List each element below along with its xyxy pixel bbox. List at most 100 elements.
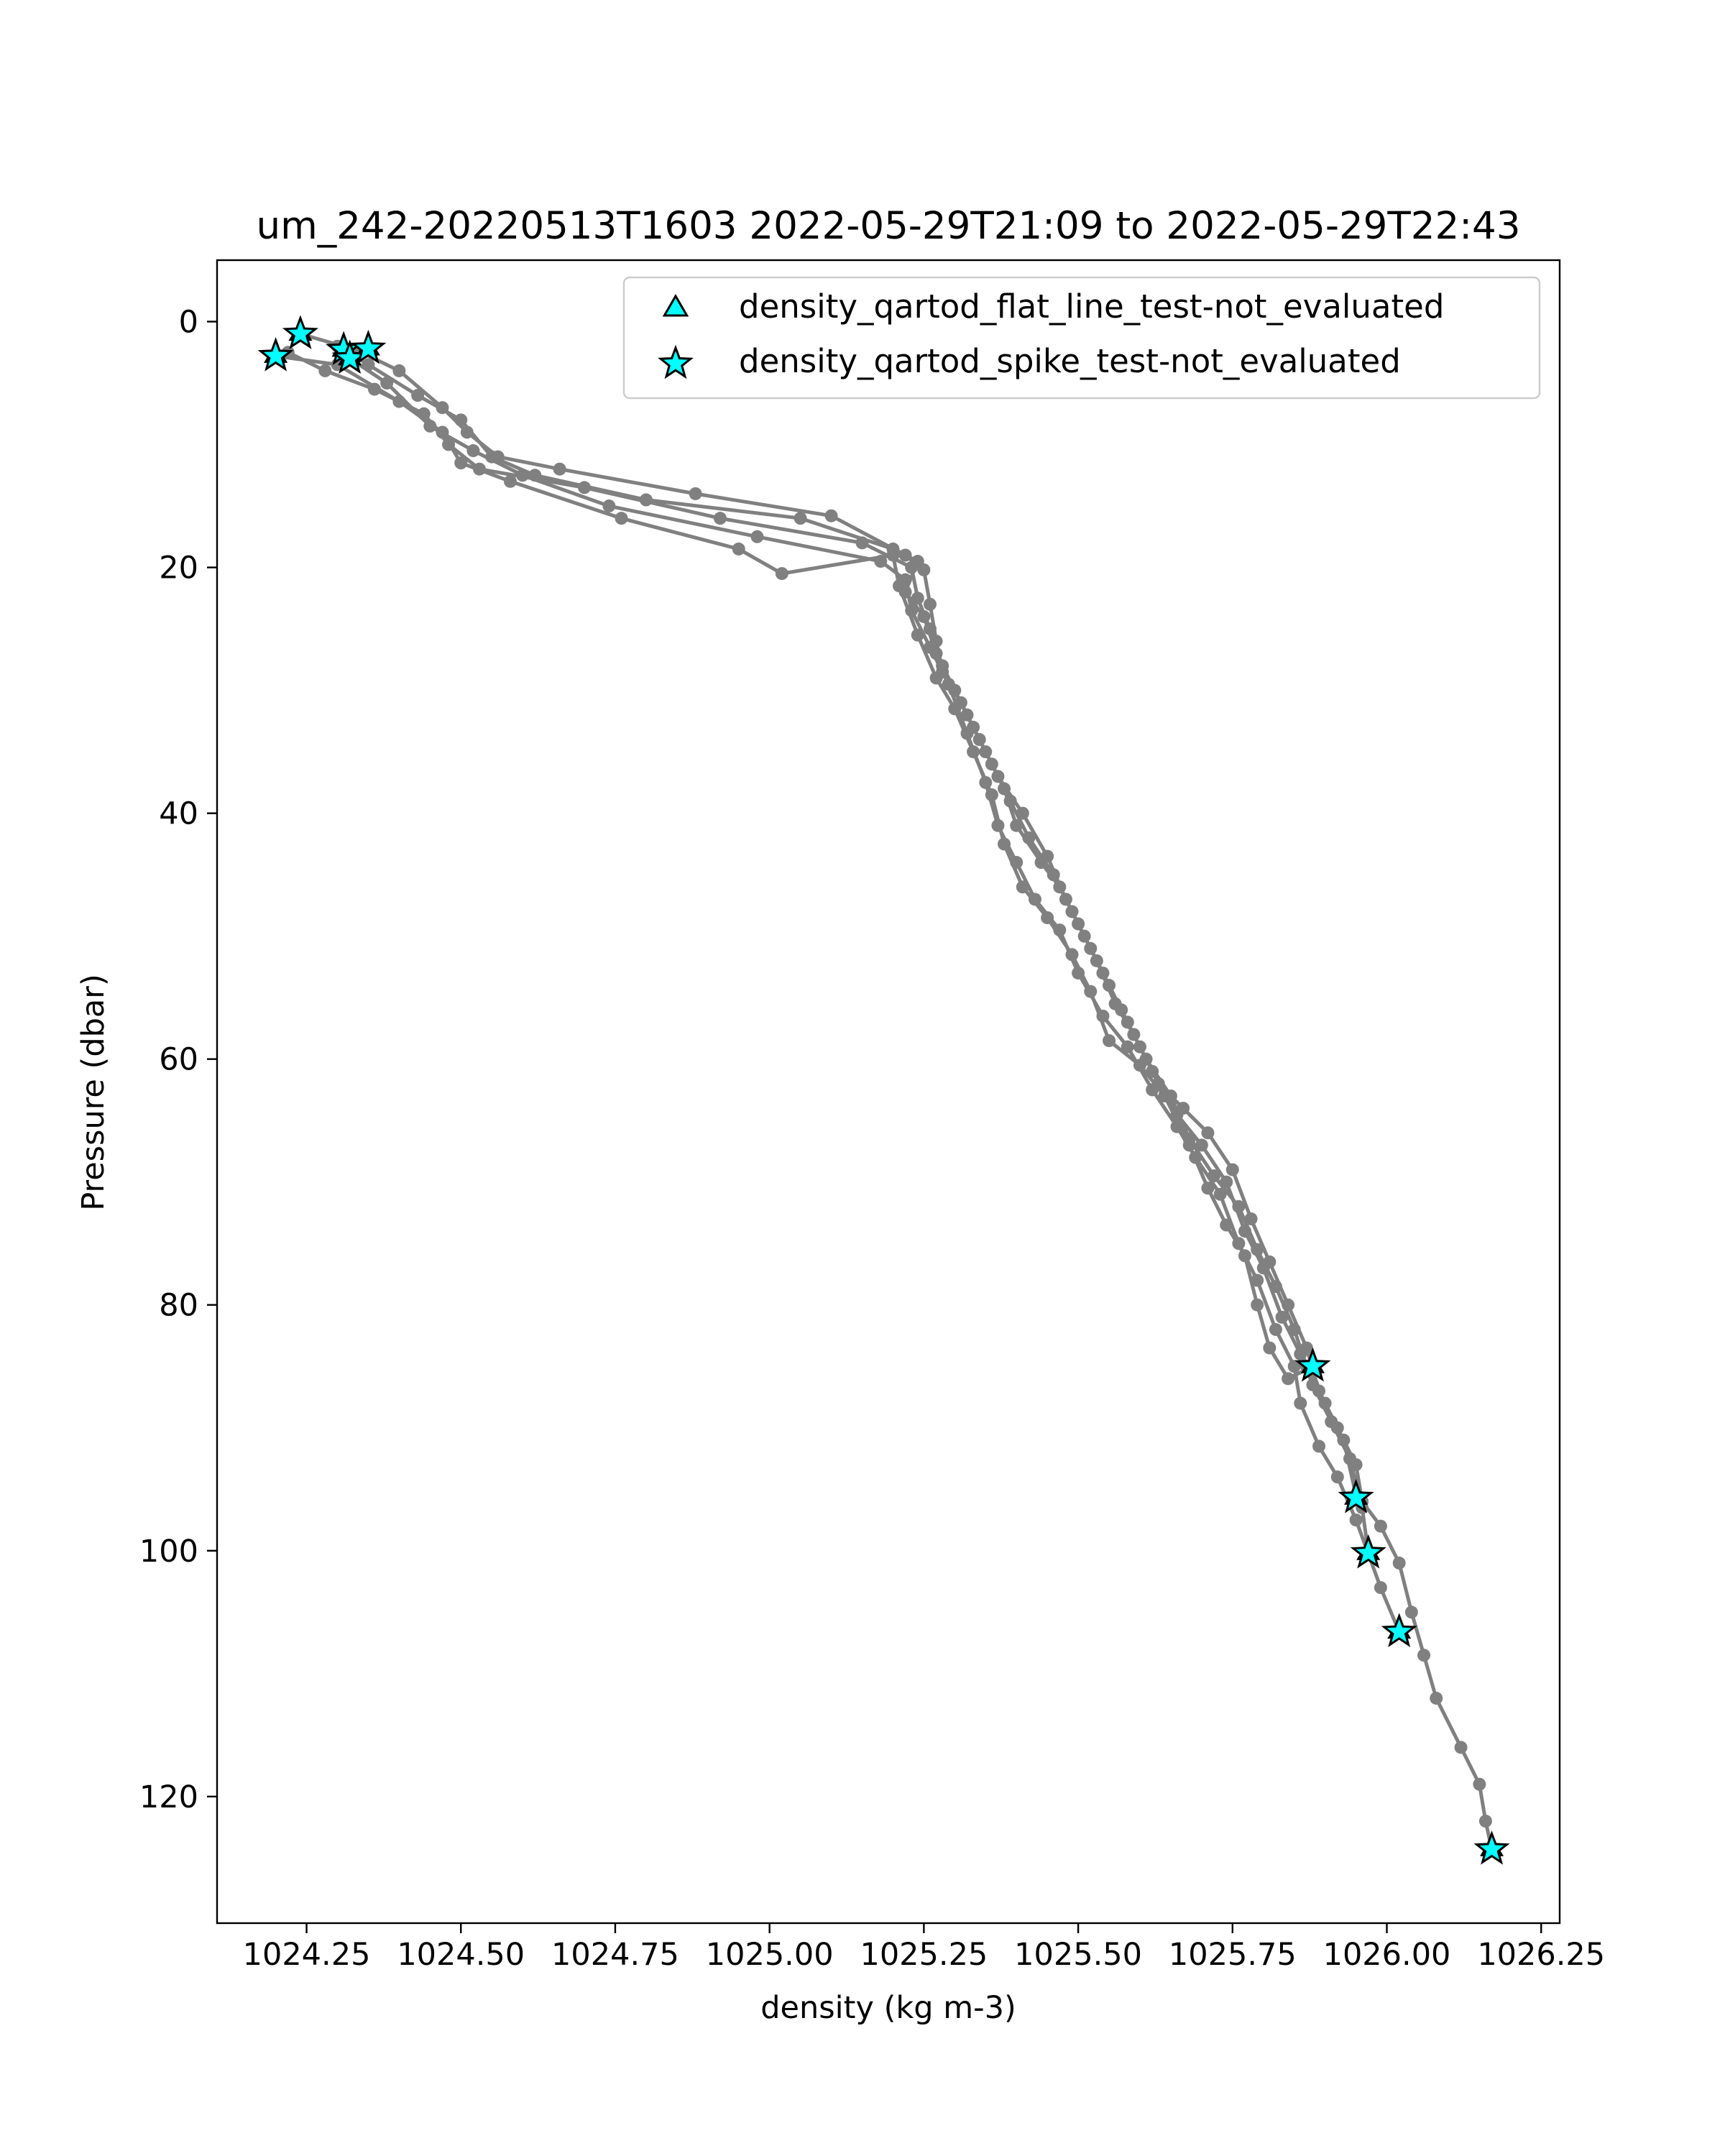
profile-point — [411, 389, 425, 402]
profile-point — [615, 512, 628, 525]
profile-point — [1065, 948, 1079, 962]
spike-star-marker — [1381, 1613, 1417, 1647]
profile-point — [923, 622, 937, 636]
profile-point — [775, 567, 788, 581]
profile-point — [1325, 1415, 1338, 1429]
x-tick-label: 1025.00 — [706, 1937, 834, 1973]
profile-point — [1201, 1181, 1215, 1195]
legend-triangle-marker — [662, 294, 689, 317]
profile-point — [960, 708, 974, 722]
legend-box — [622, 276, 1541, 400]
profile-point — [1090, 954, 1103, 967]
profile-point — [436, 425, 449, 439]
profile-point — [948, 702, 962, 716]
profile-point — [923, 597, 937, 611]
profile-point — [1213, 1187, 1227, 1201]
profile-point — [1244, 1212, 1258, 1226]
profile-point — [911, 628, 924, 642]
legend-star-marker — [658, 344, 694, 379]
profile-point — [1034, 856, 1048, 870]
profile-point — [1343, 1452, 1356, 1465]
y-tick-label: 60 — [159, 1042, 198, 1078]
x-tick-label: 1026.25 — [1477, 1937, 1605, 1973]
y-tick-label: 120 — [139, 1779, 198, 1815]
profile-line-2 — [336, 344, 1358, 1496]
profile-point — [454, 413, 468, 427]
profile-point — [713, 512, 727, 525]
profile-point — [1053, 880, 1067, 894]
profile-point — [886, 548, 900, 562]
profile-point — [454, 456, 468, 470]
profile-point — [392, 364, 406, 377]
x-tick-label: 1025.25 — [860, 1937, 988, 1973]
profile-point — [1269, 1322, 1282, 1336]
marker-layer — [257, 315, 1510, 1865]
profile-point — [1238, 1225, 1251, 1238]
profile-point — [1417, 1649, 1431, 1662]
legend-label-spike: density_qartod_spike_test-not_evaluated — [739, 342, 1401, 380]
profile-point — [1133, 1059, 1146, 1072]
profile-point — [1010, 819, 1024, 832]
profile-point — [750, 530, 764, 543]
profile-point — [466, 444, 480, 458]
profile-point — [602, 499, 616, 513]
profile-point — [1478, 1815, 1492, 1828]
profile-point — [893, 579, 906, 593]
profile-line-3 — [287, 351, 1371, 1554]
x-tick-label: 1024.75 — [551, 1937, 679, 1973]
profile-point — [503, 474, 517, 488]
profile-point — [553, 462, 566, 476]
plot-frame — [216, 259, 1561, 1925]
profile-point — [318, 364, 332, 377]
legend: density_qartod_flat_line_test-not_evalua… — [622, 276, 1541, 400]
profile-point — [1127, 1028, 1141, 1041]
profile-point — [1158, 1089, 1172, 1102]
profile-point — [794, 512, 807, 525]
profile-point — [392, 395, 406, 408]
profile-point — [1121, 1040, 1134, 1054]
profile-point — [1195, 1138, 1208, 1152]
profile-point — [1374, 1581, 1387, 1595]
profile-point — [1046, 868, 1060, 882]
profile-point — [1275, 1310, 1289, 1324]
profile-point — [967, 745, 980, 759]
profile-point — [1201, 1126, 1215, 1140]
profile-point — [998, 782, 1011, 796]
profile-point — [979, 745, 993, 759]
profile-point — [380, 377, 394, 390]
y-tick-label: 0 — [179, 305, 198, 341]
spike-star-marker — [1294, 1347, 1331, 1382]
x-tick-label: 1024.25 — [243, 1937, 371, 1973]
tick-layer: 1024.25 1024.50 1024.75 1025.00 1025.25 1025.… — [139, 305, 1605, 1973]
profile-point — [1103, 1034, 1116, 1048]
spike-star-marker — [257, 337, 294, 372]
profile-point — [905, 561, 919, 574]
y-tick-label: 100 — [139, 1534, 198, 1570]
spike-star-marker — [1338, 1478, 1374, 1514]
profile-point — [1263, 1341, 1276, 1355]
profile-point — [1238, 1249, 1251, 1263]
profile-point — [1312, 1439, 1326, 1453]
profile-point — [1220, 1175, 1233, 1189]
profile-point — [1330, 1470, 1344, 1484]
profile-line-5 — [275, 354, 1314, 1381]
profile-point — [855, 536, 869, 550]
profile-point — [1374, 1519, 1387, 1533]
profile-point — [1306, 1378, 1320, 1391]
profile-point — [1349, 1514, 1363, 1527]
profile-point — [1392, 1556, 1406, 1570]
profile-point — [1225, 1163, 1239, 1176]
profile-point — [911, 591, 924, 605]
y-tick-label: 80 — [159, 1288, 198, 1324]
spike-star-marker — [1473, 1830, 1510, 1865]
y-tick-label: 40 — [159, 796, 198, 832]
series-layer — [269, 327, 1499, 1856]
profile-point — [516, 469, 530, 482]
profile-point — [1182, 1138, 1196, 1152]
profile-point — [1287, 1360, 1301, 1373]
legend-label-flat-line: density_qartod_flat_line_test-not_evalua… — [739, 287, 1444, 326]
profile-point — [1256, 1261, 1270, 1275]
profile-point — [923, 640, 937, 654]
profile-point — [985, 788, 998, 801]
